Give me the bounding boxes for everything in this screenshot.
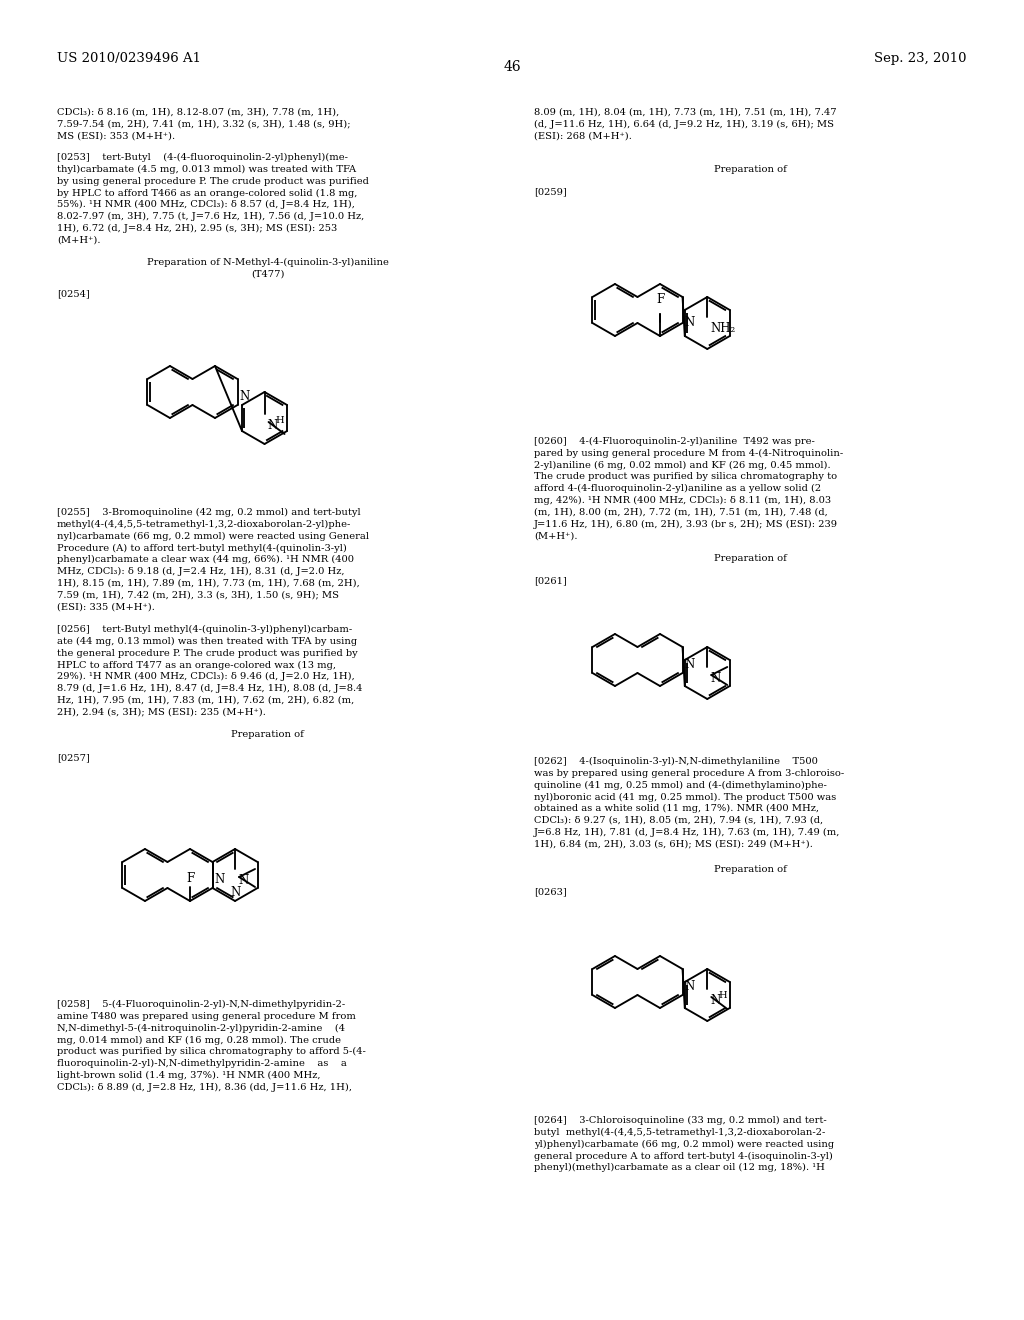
Text: 8.79 (d, J=1.6 Hz, 1H), 8.47 (d, J=8.4 Hz, 1H), 8.08 (d, J=8.4: 8.79 (d, J=1.6 Hz, 1H), 8.47 (d, J=8.4 H… [57,684,362,693]
Text: nyl)boronic acid (41 mg, 0.25 mmol). The product T500 was: nyl)boronic acid (41 mg, 0.25 mmol). The… [534,792,837,801]
Text: nyl)carbamate (66 mg, 0.2 mmol) were reacted using General: nyl)carbamate (66 mg, 0.2 mmol) were rea… [57,532,369,541]
Text: US 2010/0239496 A1: US 2010/0239496 A1 [57,51,201,65]
Text: Preparation of: Preparation of [714,165,786,174]
Text: butyl  methyl(4-(4,4,5,5-tetramethyl-1,3,2-dioxaborolan-2-: butyl methyl(4-(4,4,5,5-tetramethyl-1,3,… [534,1127,825,1137]
Text: phenyl)(methyl)carbamate as a clear oil (12 mg, 18%). ¹H: phenyl)(methyl)carbamate as a clear oil … [534,1163,825,1172]
Text: [0255]    3-Bromoquinoline (42 mg, 0.2 mmol) and tert-butyl: [0255] 3-Bromoquinoline (42 mg, 0.2 mmol… [57,508,360,517]
Text: fluoroquinolin-2-yl)-N,N-dimethylpyridin-2-amine    as    a: fluoroquinolin-2-yl)-N,N-dimethylpyridin… [57,1059,347,1068]
Text: N: N [240,389,250,403]
Text: obtained as a white solid (11 mg, 17%). NMR (400 MHz,: obtained as a white solid (11 mg, 17%). … [534,804,819,813]
Text: MHz, CDCl₃): δ 9.18 (d, J=2.4 Hz, 1H), 8.31 (d, J=2.0 Hz,: MHz, CDCl₃): δ 9.18 (d, J=2.4 Hz, 1H), 8… [57,568,344,576]
Text: mg, 0.014 mmol) and KF (16 mg, 0.28 mmol). The crude: mg, 0.014 mmol) and KF (16 mg, 0.28 mmol… [57,1035,341,1044]
Text: by using general procedure P. The crude product was purified: by using general procedure P. The crude … [57,177,369,186]
Text: CDCl₃): δ 9.27 (s, 1H), 8.05 (m, 2H), 7.94 (s, 1H), 7.93 (d,: CDCl₃): δ 9.27 (s, 1H), 8.05 (m, 2H), 7.… [534,816,823,825]
Text: HPLC to afford T477 as an orange-colored wax (13 mg,: HPLC to afford T477 as an orange-colored… [57,660,336,669]
Text: N: N [711,994,721,1007]
Text: NH₂: NH₂ [711,322,735,335]
Text: N: N [214,873,224,886]
Text: ate (44 mg, 0.13 mmol) was then treated with TFA by using: ate (44 mg, 0.13 mmol) was then treated … [57,636,357,645]
Text: mg, 42%). ¹H NMR (400 MHz, CDCl₃): δ 8.11 (m, 1H), 8.03: mg, 42%). ¹H NMR (400 MHz, CDCl₃): δ 8.1… [534,496,831,506]
Text: 1H), 6.84 (m, 2H), 3.03 (s, 6H); MS (ESI): 249 (M+H⁺).: 1H), 6.84 (m, 2H), 3.03 (s, 6H); MS (ESI… [534,840,813,849]
Text: N: N [230,886,241,899]
Text: 2-yl)aniline (6 mg, 0.02 mmol) and KF (26 mg, 0.45 mmol).: 2-yl)aniline (6 mg, 0.02 mmol) and KF (2… [534,461,830,470]
Text: N: N [267,418,278,432]
Text: 8.09 (m, 1H), 8.04 (m, 1H), 7.73 (m, 1H), 7.51 (m, 1H), 7.47: 8.09 (m, 1H), 8.04 (m, 1H), 7.73 (m, 1H)… [534,108,837,117]
Text: The crude product was purified by silica chromatography to: The crude product was purified by silica… [534,473,838,482]
Text: [0256]    tert-Butyl methyl(4-(quinolin-3-yl)phenyl)carbam-: [0256] tert-Butyl methyl(4-(quinolin-3-y… [57,624,352,634]
Text: thyl)carbamate (4.5 mg, 0.013 mmol) was treated with TFA: thyl)carbamate (4.5 mg, 0.013 mmol) was … [57,165,356,174]
Text: general procedure A to afford tert-butyl 4-(isoquinolin-3-yl): general procedure A to afford tert-butyl… [534,1151,833,1160]
Text: [0258]    5-(4-Fluoroquinolin-2-yl)-N,N-dimethylpyridin-2-: [0258] 5-(4-Fluoroquinolin-2-yl)-N,N-dim… [57,1001,345,1008]
Text: (d, J=11.6 Hz, 1H), 6.64 (d, J=9.2 Hz, 1H), 3.19 (s, 6H); MS: (d, J=11.6 Hz, 1H), 6.64 (d, J=9.2 Hz, 1… [534,120,834,129]
Text: 7.59 (m, 1H), 7.42 (m, 2H), 3.3 (s, 3H), 1.50 (s, 9H); MS: 7.59 (m, 1H), 7.42 (m, 2H), 3.3 (s, 3H),… [57,590,339,599]
Text: [0259]: [0259] [534,187,566,195]
Text: [0253]    tert-Butyl    (4-(4-fluoroquinolin-2-yl)phenyl)(me-: [0253] tert-Butyl (4-(4-fluoroquinolin-2… [57,153,348,162]
Text: the general procedure P. The crude product was purified by: the general procedure P. The crude produ… [57,648,357,657]
Text: J=11.6 Hz, 1H), 6.80 (m, 2H), 3.93 (br s, 2H); MS (ESI): 239: J=11.6 Hz, 1H), 6.80 (m, 2H), 3.93 (br s… [534,520,838,529]
Text: yl)phenyl)carbamate (66 mg, 0.2 mmol) were reacted using: yl)phenyl)carbamate (66 mg, 0.2 mmol) we… [534,1139,835,1148]
Text: light-brown solid (1.4 mg, 37%). ¹H NMR (400 MHz,: light-brown solid (1.4 mg, 37%). ¹H NMR … [57,1071,321,1080]
Text: pared by using general procedure M from 4-(4-Nitroquinolin-: pared by using general procedure M from … [534,449,843,458]
Text: 46: 46 [503,59,521,74]
Text: N: N [684,979,694,993]
Text: N,N-dimethyl-5-(4-nitroquinolin-2-yl)pyridin-2-amine    (4: N,N-dimethyl-5-(4-nitroquinolin-2-yl)pyr… [57,1023,345,1032]
Text: 7.59-7.54 (m, 2H), 7.41 (m, 1H), 3.32 (s, 3H), 1.48 (s, 9H);: 7.59-7.54 (m, 2H), 7.41 (m, 1H), 3.32 (s… [57,120,350,129]
Text: J=6.8 Hz, 1H), 7.81 (d, J=8.4 Hz, 1H), 7.63 (m, 1H), 7.49 (m,: J=6.8 Hz, 1H), 7.81 (d, J=8.4 Hz, 1H), 7… [534,828,841,837]
Text: H: H [275,416,285,425]
Text: CDCl₃): δ 8.89 (d, J=2.8 Hz, 1H), 8.36 (dd, J=11.6 Hz, 1H),: CDCl₃): δ 8.89 (d, J=2.8 Hz, 1H), 8.36 (… [57,1082,352,1092]
Text: (T477): (T477) [251,269,285,279]
Text: amine T480 was prepared using general procedure M from: amine T480 was prepared using general pr… [57,1012,356,1020]
Text: [0254]: [0254] [57,289,90,298]
Text: (M+H⁺).: (M+H⁺). [534,532,578,540]
Text: afford 4-(4-fluoroquinolin-2-yl)aniline as a yellow solid (2: afford 4-(4-fluoroquinolin-2-yl)aniline … [534,484,821,494]
Text: quinoline (41 mg, 0.25 mmol) and (4-(dimethylamino)phe-: quinoline (41 mg, 0.25 mmol) and (4-(dim… [534,780,826,789]
Text: N: N [684,657,694,671]
Text: [0264]    3-Chloroisoquinoline (33 mg, 0.2 mmol) and tert-: [0264] 3-Chloroisoquinoline (33 mg, 0.2 … [534,1115,826,1125]
Text: 1H), 6.72 (d, J=8.4 Hz, 2H), 2.95 (s, 3H); MS (ESI): 253: 1H), 6.72 (d, J=8.4 Hz, 2H), 2.95 (s, 3H… [57,224,337,232]
Text: MS (ESI): 353 (M+H⁺).: MS (ESI): 353 (M+H⁺). [57,132,175,141]
Text: N: N [711,672,721,685]
Text: 55%). ¹H NMR (400 MHz, CDCl₃): δ 8.57 (d, J=8.4 Hz, 1H),: 55%). ¹H NMR (400 MHz, CDCl₃): δ 8.57 (d… [57,201,355,210]
Text: N: N [684,317,694,330]
Text: [0261]: [0261] [534,576,567,585]
Text: phenyl)carbamate a clear wax (44 mg, 66%). ¹H NMR (400: phenyl)carbamate a clear wax (44 mg, 66%… [57,556,354,565]
Text: was by prepared using general procedure A from 3-chloroiso-: was by prepared using general procedure … [534,768,844,777]
Text: [0263]: [0263] [534,887,566,896]
Text: N: N [238,874,248,887]
Text: F: F [656,293,665,306]
Text: CDCl₃): δ 8.16 (m, 1H), 8.12-8.07 (m, 3H), 7.78 (m, 1H),: CDCl₃): δ 8.16 (m, 1H), 8.12-8.07 (m, 3H… [57,108,339,117]
Text: 2H), 2.94 (s, 3H); MS (ESI): 235 (M+H⁺).: 2H), 2.94 (s, 3H); MS (ESI): 235 (M+H⁺). [57,708,266,717]
Text: [0257]: [0257] [57,752,90,762]
Text: Preparation of N-Methyl-4-(quinolin-3-yl)aniline: Preparation of N-Methyl-4-(quinolin-3-yl… [146,257,388,267]
Text: 8.02-7.97 (m, 3H), 7.75 (t, J=7.6 Hz, 1H), 7.56 (d, J=10.0 Hz,: 8.02-7.97 (m, 3H), 7.75 (t, J=7.6 Hz, 1H… [57,213,365,222]
Text: Sep. 23, 2010: Sep. 23, 2010 [874,51,967,65]
Text: (M+H⁺).: (M+H⁺). [57,235,100,244]
Text: Hz, 1H), 7.95 (m, 1H), 7.83 (m, 1H), 7.62 (m, 2H), 6.82 (m,: Hz, 1H), 7.95 (m, 1H), 7.83 (m, 1H), 7.6… [57,696,354,705]
Text: Procedure (A) to afford tert-butyl methyl(4-(quinolin-3-yl): Procedure (A) to afford tert-butyl methy… [57,544,347,553]
Text: (ESI): 268 (M+H⁺).: (ESI): 268 (M+H⁺). [534,132,632,141]
Text: H: H [718,991,727,1001]
Text: methyl(4-(4,4,5,5-tetramethyl-1,3,2-dioxaborolan-2-yl)phe-: methyl(4-(4,4,5,5-tetramethyl-1,3,2-diox… [57,520,351,529]
Text: 29%). ¹H NMR (400 MHz, CDCl₃): δ 9.46 (d, J=2.0 Hz, 1H),: 29%). ¹H NMR (400 MHz, CDCl₃): δ 9.46 (d… [57,672,354,681]
Text: [0260]    4-(4-Fluoroquinolin-2-yl)aniline  T492 was pre-: [0260] 4-(4-Fluoroquinolin-2-yl)aniline … [534,437,815,446]
Text: Preparation of: Preparation of [714,865,786,874]
Text: 1H), 8.15 (m, 1H), 7.89 (m, 1H), 7.73 (m, 1H), 7.68 (m, 2H),: 1H), 8.15 (m, 1H), 7.89 (m, 1H), 7.73 (m… [57,578,359,587]
Text: F: F [186,873,195,884]
Text: product was purified by silica chromatography to afford 5-(4-: product was purified by silica chromatog… [57,1047,366,1056]
Text: Preparation of: Preparation of [714,554,786,564]
Text: (ESI): 335 (M+H⁺).: (ESI): 335 (M+H⁺). [57,602,155,611]
Text: by HPLC to afford T466 as an orange-colored solid (1.8 mg,: by HPLC to afford T466 as an orange-colo… [57,189,357,198]
Text: (m, 1H), 8.00 (m, 2H), 7.72 (m, 1H), 7.51 (m, 1H), 7.48 (d,: (m, 1H), 8.00 (m, 2H), 7.72 (m, 1H), 7.5… [534,508,827,517]
Text: [0262]    4-(Isoquinolin-3-yl)-N,N-dimethylaniline    T500: [0262] 4-(Isoquinolin-3-yl)-N,N-dimethyl… [534,756,818,766]
Text: Preparation of: Preparation of [231,730,304,739]
